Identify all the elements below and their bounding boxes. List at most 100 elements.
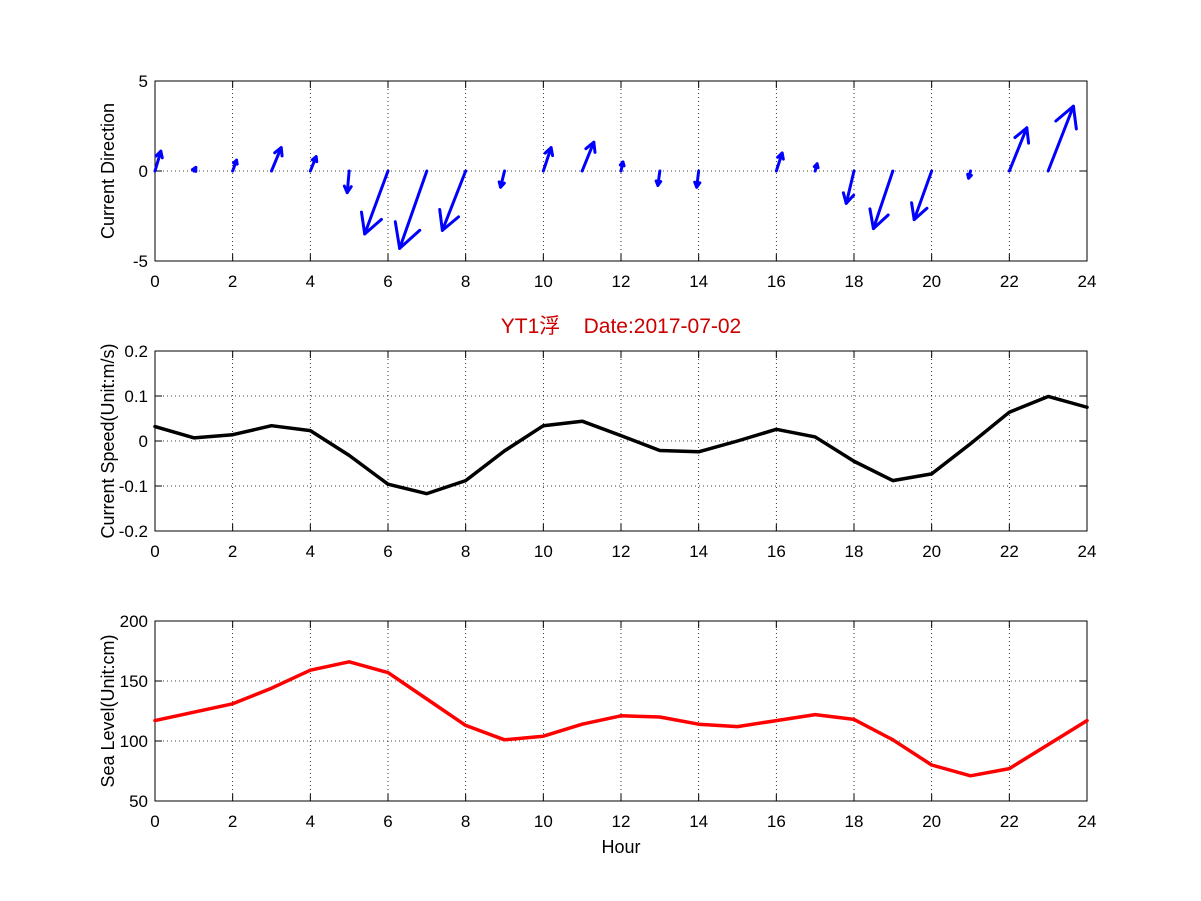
direction-arrow-head (232, 158, 239, 166)
direction-arrow (190, 165, 198, 173)
direction-arrow-head (693, 180, 702, 189)
sealevel-x-tick-label: 0 (150, 812, 159, 831)
speed-x-tick-label: 20 (922, 542, 941, 561)
direction-arrow-head (584, 140, 597, 154)
direction-arrow-head (654, 179, 663, 187)
speed-x-tick-label: 18 (845, 542, 864, 561)
direction-arrow-head (841, 191, 856, 205)
speed-y-tick-label: 0 (139, 432, 148, 451)
direction-arrow (497, 169, 506, 189)
sealevel-y-tick-label: 150 (120, 672, 148, 691)
direction-arrow (342, 169, 353, 195)
direction-arrow (841, 169, 856, 205)
sealevel-x-tick-label: 14 (689, 812, 708, 831)
direction-x-tick-label: 0 (150, 272, 159, 291)
speed-y-tick-label: -0.1 (119, 477, 148, 496)
direction-y-tick-label: -5 (133, 252, 148, 271)
direction-arrow-head (154, 149, 164, 160)
direction-x-tick-label: 22 (1000, 272, 1019, 291)
direction-arrow (153, 149, 164, 173)
sealevel-x-tick-label: 16 (767, 812, 786, 831)
speed-x-tick-label: 6 (383, 542, 392, 561)
direction-y-axis-label: Current Direction (98, 103, 118, 239)
direction-arrow (270, 146, 284, 173)
sealevel-x-tick-label: 20 (922, 812, 941, 831)
direction-arrow-head (310, 155, 319, 164)
speed-chart-title: YT1浮 Date:2017-07-02 (501, 315, 741, 338)
direction-arrow-head (273, 146, 284, 158)
direction-arrow-head (1054, 104, 1078, 131)
direction-arrow (541, 146, 555, 173)
direction-arrow-shaft (580, 140, 596, 173)
direction-arrow-shaft (440, 169, 468, 232)
direction-x-tick-label: 16 (767, 272, 786, 291)
direction-arrow-head (966, 172, 973, 180)
direction-arrow (308, 155, 319, 173)
speed-x-tick-label: 12 (612, 542, 631, 561)
sealevel-y-tick-label: 50 (129, 792, 148, 811)
speed-x-tick-label: 14 (689, 542, 708, 561)
direction-arrow-head (497, 180, 506, 189)
direction-arrow (812, 162, 820, 173)
sealevel-x-tick-label: 24 (1078, 812, 1097, 831)
direction-arrow-shaft (844, 169, 856, 205)
direction-arrow (359, 169, 390, 236)
speed-y-tick-label: 0.1 (124, 387, 148, 406)
sealevel-x-tick-label: 10 (534, 812, 553, 831)
sealevel-y-axis-label: Sea Level(Unit:cm) (98, 634, 118, 787)
direction-arrow-head (618, 160, 626, 168)
direction-arrow-shaft (774, 151, 784, 173)
direction-x-tick-label: 2 (228, 272, 237, 291)
direction-x-tick-label: 6 (383, 272, 392, 291)
direction-arrow-shaft (270, 146, 283, 173)
sealevel-plot-area (154, 620, 1088, 802)
direction-x-tick-label: 18 (845, 272, 864, 291)
direction-x-tick-label: 14 (689, 272, 708, 291)
sealevel-y-tick-label: 200 (120, 612, 148, 631)
sealevel-x-tick-label: 12 (612, 812, 631, 831)
direction-arrow-head (359, 210, 383, 236)
direction-arrow-shaft (912, 169, 934, 222)
direction-arrow-head (543, 146, 555, 158)
direction-x-tick-label: 4 (306, 272, 315, 291)
direction-arrow (654, 169, 663, 187)
speed-x-tick-label: 22 (1000, 542, 1019, 561)
direction-x-tick-label: 8 (461, 272, 470, 291)
direction-arrow-head (438, 208, 461, 232)
direction-arrow-head (393, 220, 422, 250)
sealevel-x-tick-label: 18 (845, 812, 864, 831)
direction-arrow (393, 169, 429, 250)
direction-arrow (1046, 104, 1078, 173)
sealevel-x-tick-label: 4 (306, 812, 315, 831)
speed-x-tick-label: 0 (150, 542, 159, 561)
direction-arrow (438, 169, 468, 232)
direction-arrow-shaft (1007, 126, 1029, 173)
direction-arrow-head (776, 151, 785, 161)
direction-arrow-shaft (871, 169, 895, 231)
sealevel-y-tick-label: 100 (120, 732, 148, 751)
direction-y-tick-label: 5 (139, 72, 148, 91)
direction-arrow (774, 151, 785, 173)
direction-arrow (231, 158, 239, 173)
sealevel-x-axis-label: Hour (601, 837, 640, 857)
direction-arrow-shaft (153, 149, 163, 173)
speed-y-tick-label: 0.2 (124, 342, 148, 361)
direction-arrow-head (190, 165, 198, 173)
sealevel-x-tick-label: 2 (228, 812, 237, 831)
direction-arrow (618, 160, 626, 173)
direction-arrow-shaft (1046, 104, 1075, 173)
speed-x-tick-label: 4 (306, 542, 315, 561)
direction-arrow (1007, 126, 1031, 173)
direction-arrow-shaft (398, 169, 429, 250)
speed-x-tick-label: 8 (461, 542, 470, 561)
direction-arrow-head (342, 184, 353, 195)
speed-y-tick-label: -0.2 (119, 522, 148, 541)
direction-y-tick-label: 0 (139, 162, 148, 181)
direction-arrow-head (868, 207, 890, 231)
direction-arrow (580, 140, 597, 173)
speed-x-tick-label: 2 (228, 542, 237, 561)
direction-x-tick-label: 10 (534, 272, 553, 291)
